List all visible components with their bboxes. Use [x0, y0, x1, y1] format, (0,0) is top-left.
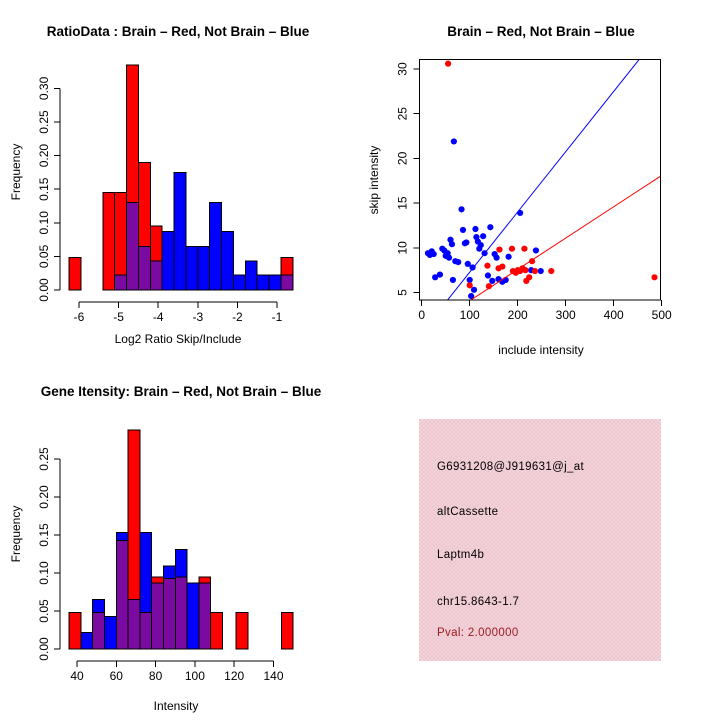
ratio_hist: 0.00 0.05 0.10 0.15 0.20 0.25 0.30 -6 -5 -4 -3 -2 -1: [37, 64, 294, 324]
pval-text: Pval: 2.000000: [437, 627, 519, 639]
bars: [68, 429, 294, 650]
svg-text:-1: -1: [272, 310, 283, 324]
svg-text:0: 0: [418, 308, 425, 322]
svg-text:40: 40: [70, 669, 84, 683]
ratio-hist-title: RatioData : Brain – Red, Not Brain – Blu…: [46, 24, 310, 39]
svg-text:0.00: 0.00: [37, 637, 51, 661]
gene-name-text: Laptm4b: [437, 549, 485, 561]
svg-text:400: 400: [604, 308, 624, 322]
svg-text:500: 500: [652, 308, 672, 322]
svg-text:0.15: 0.15: [37, 177, 51, 201]
tick-labels: 0 100 200 300 400 500 5 10 15 20 25 30: [395, 62, 672, 322]
gene_hist: 0.00 0.05 0.10 0.15 0.20 0.25 40 60 80 100 120 140: [37, 429, 294, 683]
points: [424, 60, 658, 300]
svg-text:0.05: 0.05: [37, 599, 51, 623]
axes: [54, 458, 274, 667]
probe-id-text: G6931208@J919631@j_at: [437, 461, 585, 473]
gene-hist-title: Gene Itensity: Brain – Red, Not Brain – …: [40, 384, 322, 399]
svg-text:120: 120: [224, 669, 244, 683]
svg-text:-3: -3: [192, 310, 203, 324]
svg-text:0.20: 0.20: [37, 144, 51, 168]
gene-hist-xlabel: Intensity: [153, 699, 199, 713]
svg-text:30: 30: [395, 62, 409, 76]
svg-text:300: 300: [556, 308, 576, 322]
scatter-title: Brain – Red, Not Brain – Blue: [447, 24, 635, 39]
scatter-xlabel: include intensity: [498, 343, 584, 357]
svg-text:0.20: 0.20: [37, 485, 51, 509]
svg-text:-2: -2: [232, 310, 243, 324]
scatter-ylabel: skip intensity: [367, 145, 381, 215]
ratio-hist-ylabel: Frequency: [9, 143, 23, 201]
svg-text:0.10: 0.10: [37, 561, 51, 585]
svg-text:10: 10: [395, 241, 409, 255]
splice-type-text: altCassette: [437, 506, 499, 518]
bars: [68, 64, 294, 291]
svg-text:5: 5: [395, 289, 409, 296]
svg-text:200: 200: [508, 308, 528, 322]
tick-labels: 0.00 0.05 0.10 0.15 0.20 0.25 0.30 -6 -5 -4 -3 -2 -1: [37, 76, 283, 324]
svg-text:25: 25: [395, 107, 409, 121]
svg-text:0.00: 0.00: [37, 278, 51, 302]
locus-text: chr15.8643-1.7: [437, 596, 520, 608]
svg-text:100: 100: [185, 669, 205, 683]
info-panel: G6931208@J919631@j_at altCassette Laptm4…: [419, 419, 661, 661]
svg-text:0.05: 0.05: [37, 244, 51, 268]
intensity_scatter: 0 100 200 300 400 500 5 10 15 20 25 30: [395, 58, 672, 322]
tick-labels: 0.00 0.05 0.10 0.15 0.20 0.25 40 60 80 100 120 140: [37, 447, 284, 683]
svg-text:0.30: 0.30: [37, 76, 51, 100]
svg-text:60: 60: [110, 669, 124, 683]
svg-text:15: 15: [395, 196, 409, 210]
svg-text:-6: -6: [74, 310, 85, 324]
gene-hist-ylabel: Frequency: [9, 505, 23, 563]
svg-text:0.15: 0.15: [37, 523, 51, 547]
svg-text:80: 80: [149, 669, 163, 683]
svg-text:-4: -4: [153, 310, 164, 324]
svg-text:0.25: 0.25: [37, 110, 51, 134]
fit-lines: [446, 59, 661, 300]
axes: [413, 58, 663, 306]
axes: [54, 87, 278, 308]
svg-text:0.25: 0.25: [37, 447, 51, 471]
svg-text:100: 100: [460, 308, 480, 322]
svg-text:20: 20: [395, 151, 409, 165]
svg-text:0.10: 0.10: [37, 211, 51, 235]
svg-text:-5: -5: [113, 310, 124, 324]
svg-text:140: 140: [263, 669, 283, 683]
ratio-hist-xlabel: Log2 Ratio Skip/Include: [114, 332, 242, 346]
